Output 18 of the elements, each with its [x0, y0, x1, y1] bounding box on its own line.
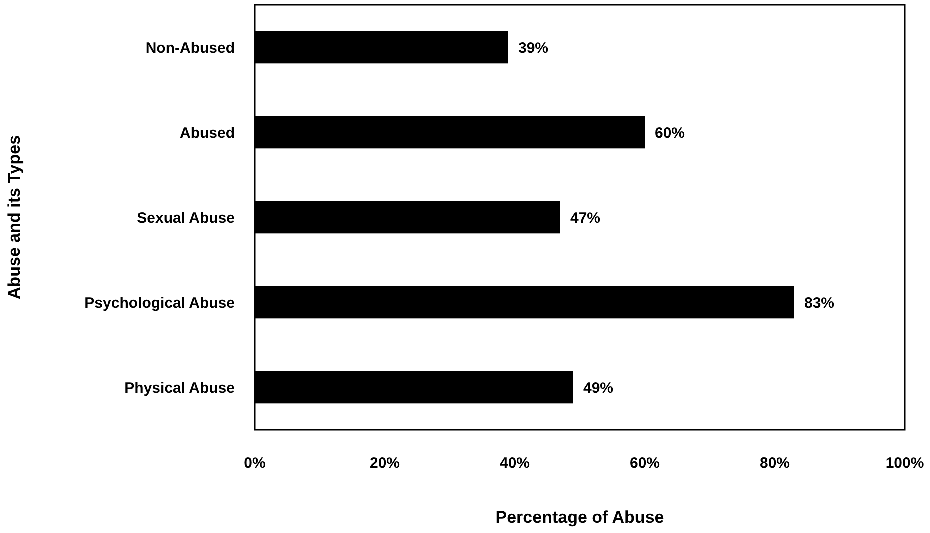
x-tick-label: 60%: [630, 455, 660, 472]
x-tick-label: 100%: [886, 455, 924, 472]
y-tick-label: Sexual Abuse: [137, 210, 235, 227]
data-label: 47%: [570, 210, 601, 227]
y-tick-label: Abused: [180, 124, 235, 142]
x-axis-title: Percentage of Abuse: [496, 508, 664, 527]
x-tick-label: 40%: [500, 455, 530, 472]
x-tick-label: 0%: [244, 455, 266, 472]
data-label: 83%: [804, 294, 835, 312]
y-tick-label: Physical Abuse: [124, 380, 235, 397]
x-tick-label: 20%: [370, 455, 400, 472]
y-tick-label: Psychological Abuse: [84, 294, 235, 312]
data-label: 39%: [518, 40, 549, 57]
x-tick-label: 80%: [760, 455, 790, 472]
data-label: 60%: [655, 124, 686, 142]
y-axis-title: Abuse and its Types: [5, 135, 24, 300]
data-label: 49%: [584, 380, 614, 397]
y-tick-label: Non-Abused: [146, 40, 235, 57]
